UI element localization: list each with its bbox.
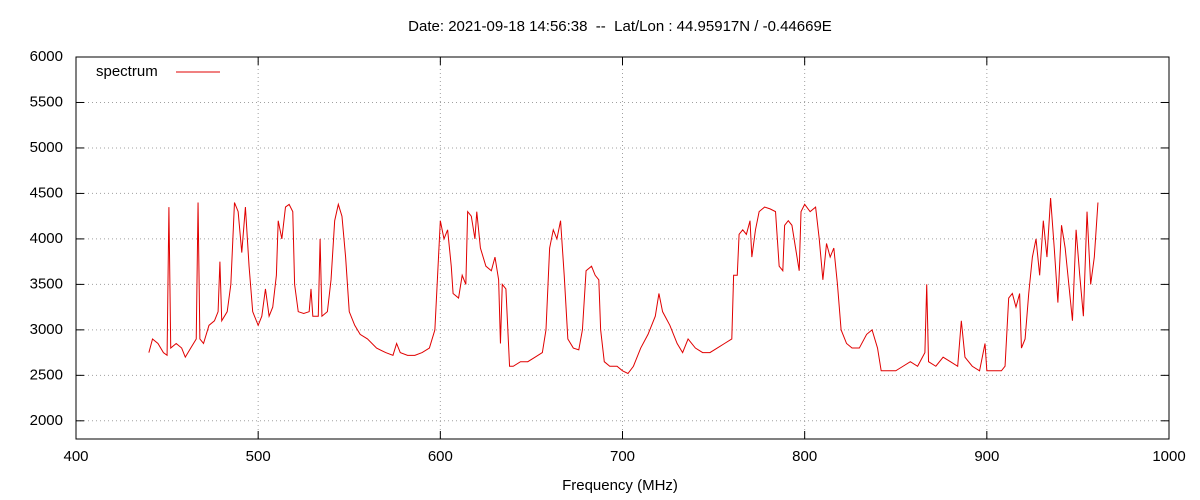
x-tick-label: 600 (428, 448, 453, 465)
y-tick-label: 3000 (30, 321, 63, 338)
y-tick-label: 4000 (30, 230, 63, 247)
series-line (148, 197, 1099, 375)
x-tick-label: 900 (974, 448, 999, 465)
x-tick-label: 700 (610, 448, 635, 465)
y-tick-label: 5000 (30, 139, 63, 156)
x-tick-label: 1000 (1152, 448, 1185, 465)
y-tick-label: 4500 (30, 184, 63, 201)
y-tick-label: 2500 (30, 366, 63, 383)
legend-label: spectrum (96, 63, 158, 80)
x-tick-label: 800 (792, 448, 817, 465)
x-axis-label: Frequency (MHz) (562, 477, 678, 494)
y-tick-label: 2000 (30, 412, 63, 429)
plot-border (75, 56, 1170, 440)
y-tick-label: 3500 (30, 275, 63, 292)
chart-title: Date: 2021-09-18 14:56:38 -- Lat/Lon : 4… (408, 18, 832, 35)
y-tick-label: 5500 (30, 93, 63, 110)
x-tick-label: 500 (246, 448, 271, 465)
y-tick-label: 6000 (30, 48, 63, 65)
x-tick-label: 400 (63, 448, 88, 465)
